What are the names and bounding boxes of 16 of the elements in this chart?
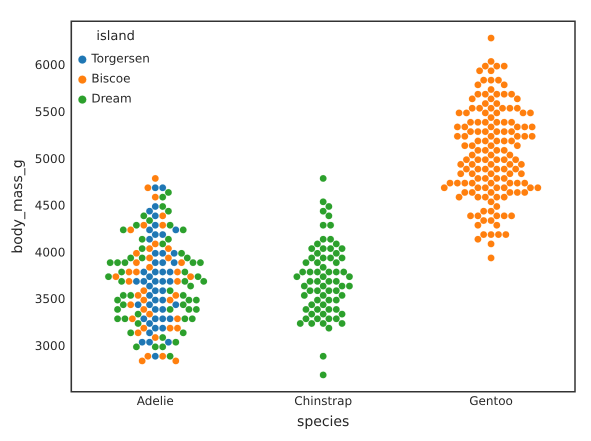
y-tick-label: 4000 [34, 245, 66, 260]
y-axis-title: body_mass_g [10, 159, 26, 254]
y-tick-label: 3500 [34, 292, 66, 306]
legend-label: Torgersen [90, 52, 150, 66]
y-tick-label: 6000 [34, 58, 66, 72]
y-tick-label: 5500 [34, 105, 66, 120]
legend-label: Biscoe [91, 72, 130, 86]
x-tick-label: Chinstrap [294, 394, 352, 408]
x-axis-title: species [297, 414, 350, 430]
x-tick-label: Adelie [136, 394, 174, 408]
y-tick-label: 4500 [34, 198, 66, 213]
y-tick-label: 3000 [34, 339, 66, 354]
legend-label: Dream [91, 92, 132, 106]
y-tick-label: 5000 [34, 152, 66, 166]
x-tick-label: Gentoo [469, 394, 513, 408]
legend-title: island [96, 28, 135, 44]
